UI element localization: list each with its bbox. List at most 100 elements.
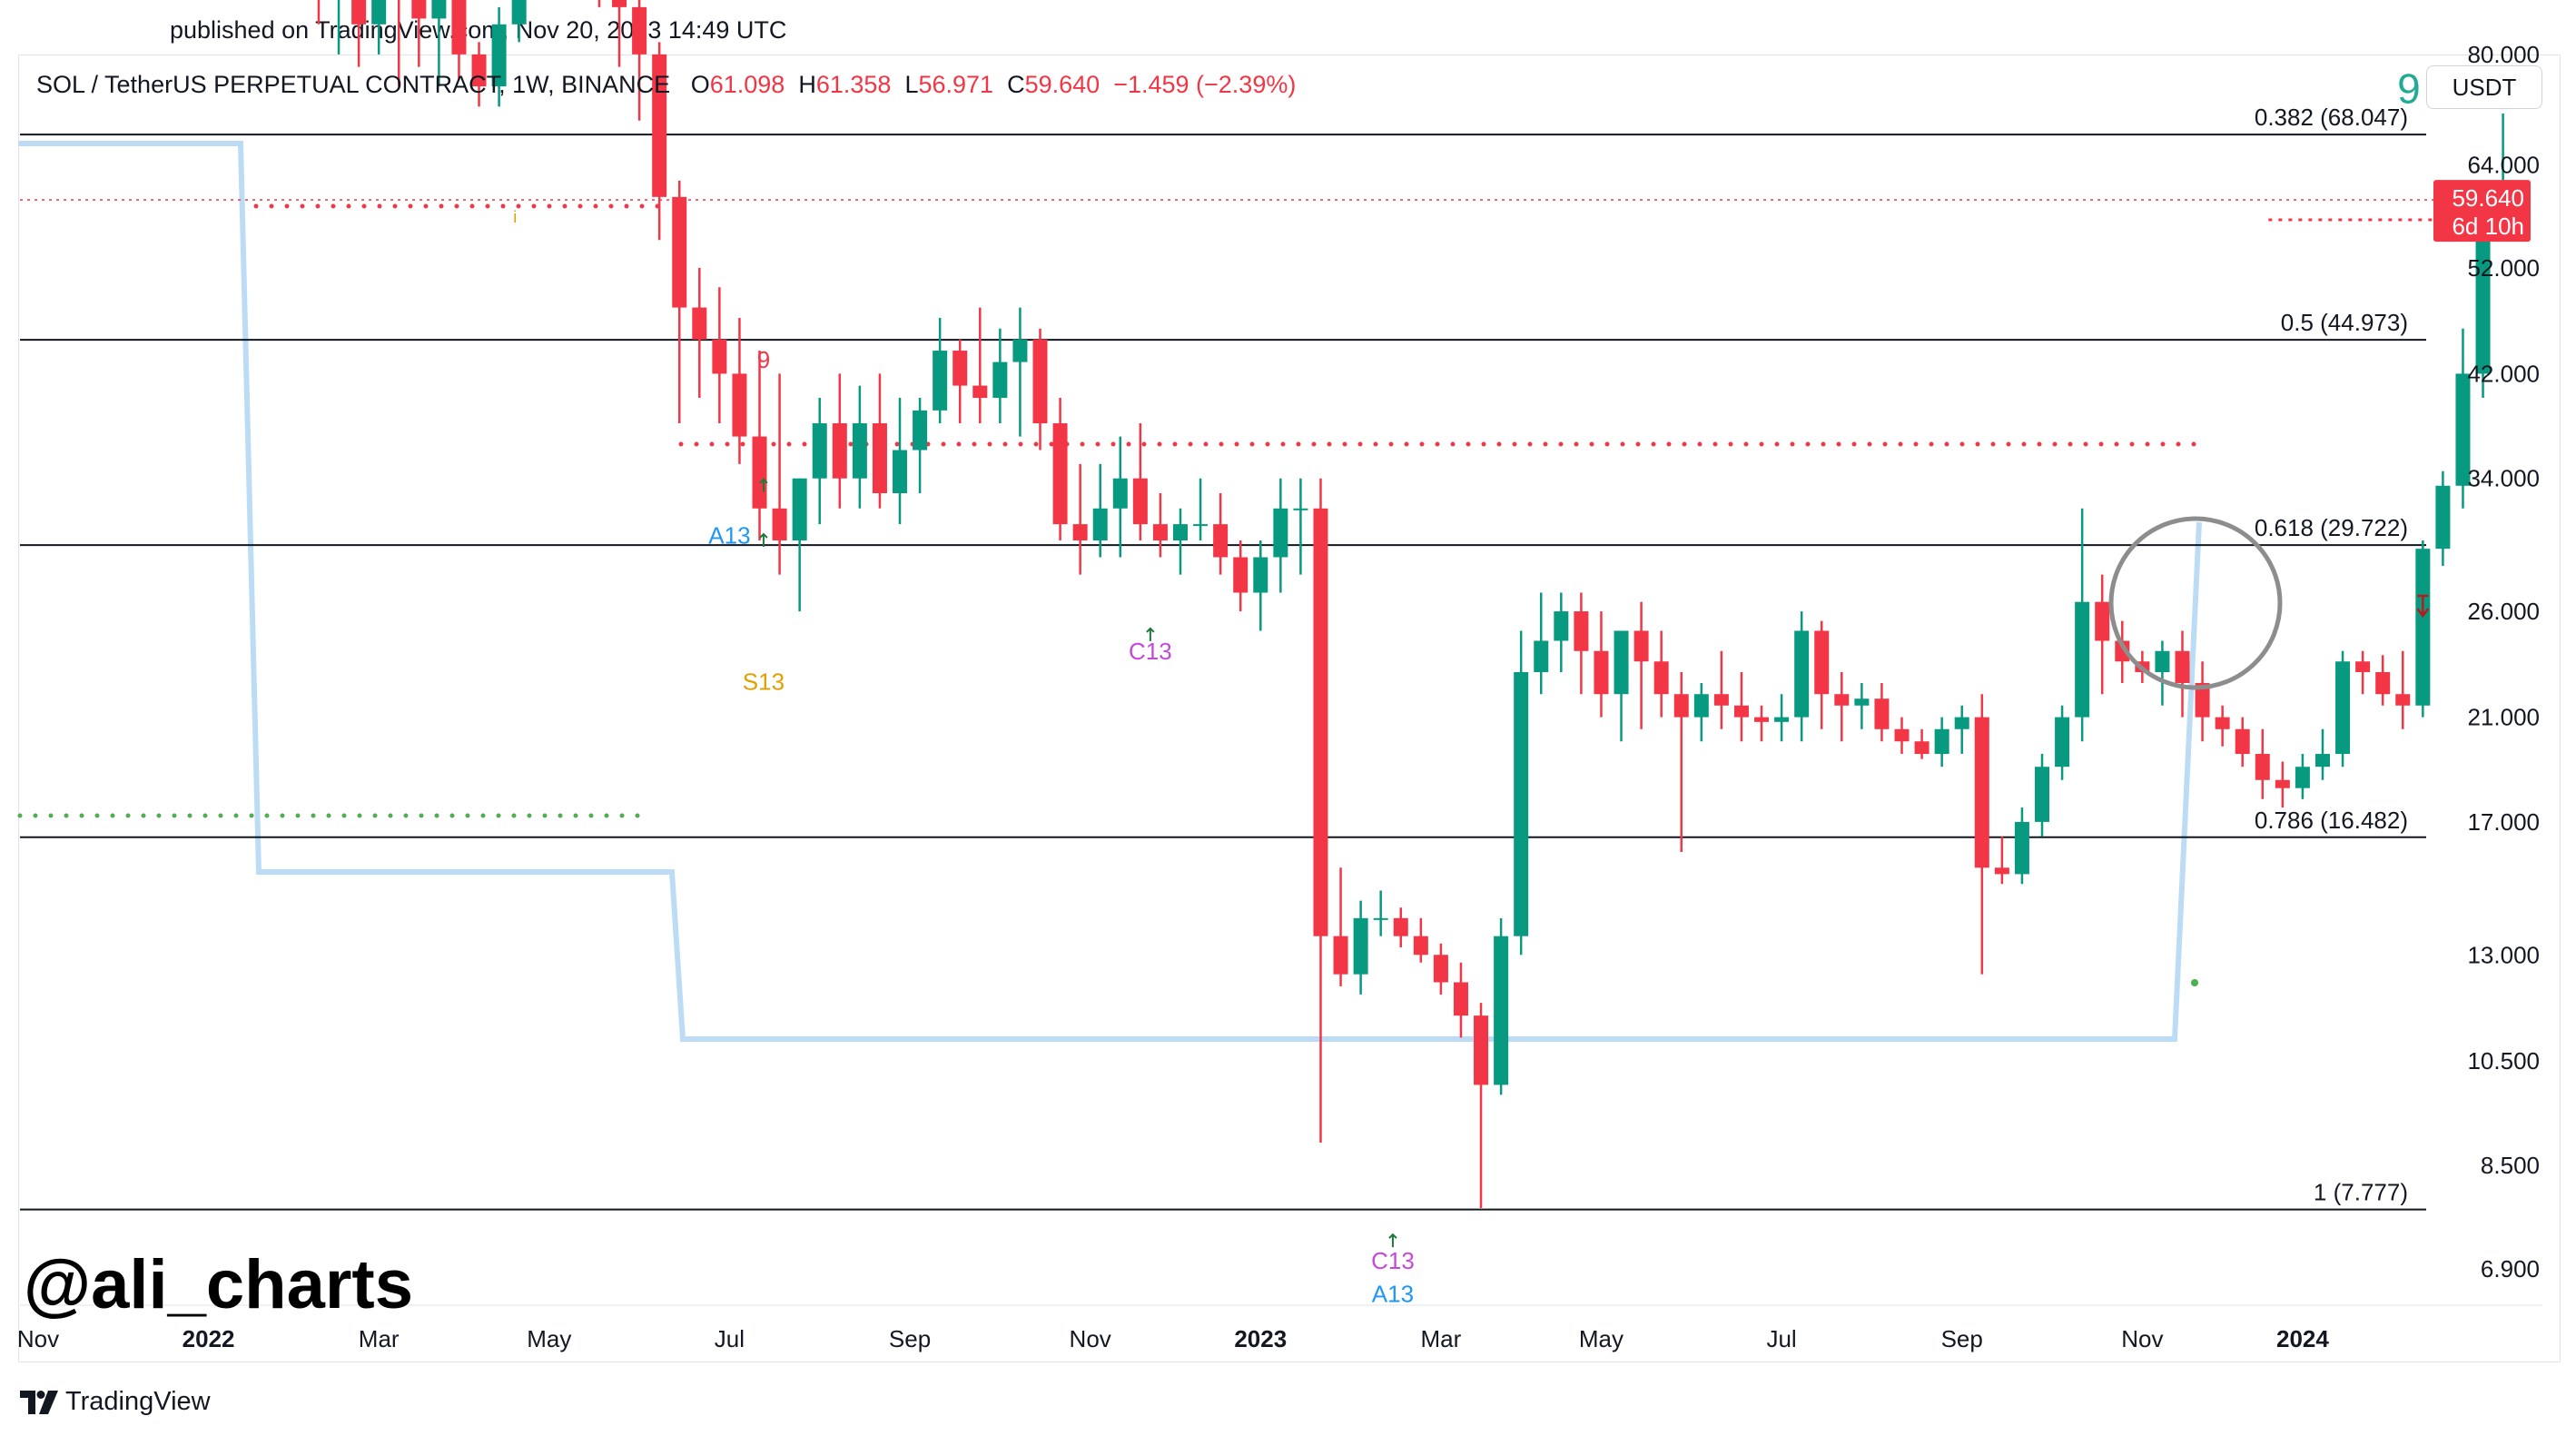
tradingview-footer[interactable]: TradingView <box>20 1387 211 1417</box>
candle-68 <box>1393 907 1408 947</box>
candle-58 <box>1193 478 1209 541</box>
candle-body-31 <box>652 54 667 197</box>
candle-body-74 <box>1514 671 1529 936</box>
candle-body-44 <box>913 410 928 451</box>
tradingview-brand: TradingView <box>65 1387 211 1416</box>
candle-body-73 <box>1494 936 1509 1085</box>
symbol-title: SOL / TetherUS PERPETUAL CONTRACT, 1W, B… <box>36 71 671 98</box>
candle-103 <box>2095 574 2110 695</box>
candle-119 <box>2415 540 2431 718</box>
candle-body-47 <box>972 385 988 399</box>
candle-41 <box>852 385 867 509</box>
candle-body-48 <box>992 361 1008 399</box>
x-tick-6: Nov <box>1070 1325 1111 1352</box>
candle-18 <box>398 0 400 87</box>
candle-110 <box>2235 717 2250 768</box>
y-tick-8: 52.000 <box>2467 254 2540 282</box>
candle-body-97 <box>1974 717 1989 868</box>
plot-area: 0 (260.064)0.236 (113.594)0.382 (68.047)… <box>17 0 2531 1308</box>
candle-117 <box>2375 655 2391 706</box>
candle-body-81 <box>1653 661 1669 695</box>
candle-46 <box>952 339 968 424</box>
candle-body-103 <box>2095 601 2110 641</box>
candle-body-45 <box>933 351 948 411</box>
x-tick-8: Mar <box>1421 1325 1462 1352</box>
candle-32 <box>672 180 687 424</box>
candle-body-108 <box>2195 682 2210 718</box>
td-arrow-3 <box>1146 627 1155 641</box>
td-arrow-4 <box>1388 1233 1397 1248</box>
fib-label-0.786: 0.786 (16.482) <box>2255 807 2408 834</box>
candle-31 <box>652 42 667 241</box>
candle-47 <box>972 307 988 424</box>
candle-body-24 <box>511 0 527 25</box>
candle-body-55 <box>1132 478 1148 525</box>
candle-body-52 <box>1072 524 1088 541</box>
candle-63 <box>1293 478 1308 575</box>
td-label-3: A13 <box>708 522 750 550</box>
y-tick-10: 34.000 <box>2467 465 2540 492</box>
candle-74 <box>1514 630 1529 956</box>
candle-body-99 <box>2014 821 2029 875</box>
candle-44 <box>913 398 928 494</box>
candle-body-68 <box>1393 917 1408 936</box>
candle-59 <box>1213 493 1229 575</box>
candle-body-113 <box>2295 767 2310 788</box>
candle-120 <box>2435 470 2451 566</box>
candle-104 <box>2115 620 2130 683</box>
candle-body-87 <box>1774 717 1790 722</box>
candle-95 <box>1934 717 1949 768</box>
candle-20 <box>431 0 447 87</box>
fib-label-0.382: 0.382 (68.047) <box>2255 104 2408 131</box>
y-tick-15: 10.500 <box>2467 1047 2540 1075</box>
candle-49 <box>1012 307 1028 437</box>
candle-45 <box>933 318 948 424</box>
candle-body-17 <box>371 0 387 25</box>
candle-71 <box>1453 962 1468 1038</box>
candle-body-75 <box>1534 640 1549 672</box>
candle-54 <box>1112 436 1128 558</box>
open-label: O <box>690 71 710 98</box>
price-axis: 320.000260.000200.000160.000130.000100.0… <box>2467 41 2540 1282</box>
candle-body-76 <box>1554 611 1569 641</box>
candle-body-16 <box>351 0 367 25</box>
candle-48 <box>992 328 1008 424</box>
candle-33 <box>692 267 707 399</box>
x-tick-9: May <box>1579 1325 1624 1352</box>
candle-56 <box>1152 493 1168 558</box>
candle-101 <box>2055 705 2070 780</box>
candle-body-53 <box>1092 508 1108 541</box>
currency-unit-button[interactable]: USDT <box>2426 65 2542 109</box>
candle-36 <box>752 351 767 541</box>
td-label-4: S13 <box>743 668 785 695</box>
chart-panel[interactable] <box>18 54 2561 1362</box>
candle-body-43 <box>893 450 908 494</box>
candle-body-72 <box>1474 1015 1489 1085</box>
candle-body-82 <box>1673 694 1689 718</box>
candle-body-119 <box>2415 549 2431 706</box>
td-label-2: 9 <box>2397 65 2421 113</box>
candle-39 <box>812 398 827 525</box>
candle-50 <box>1032 328 1048 451</box>
candle-body-117 <box>2375 671 2391 695</box>
candle-body-100 <box>2035 767 2049 822</box>
candle-94 <box>1914 728 1930 759</box>
candle-38 <box>792 478 807 612</box>
open-value: 61.098 <box>709 71 785 98</box>
candle-113 <box>2295 754 2310 799</box>
candle-body-63 <box>1293 508 1308 510</box>
candle-body-21 <box>451 0 467 54</box>
candle-87 <box>1774 694 1790 742</box>
td-label-1: 9 <box>757 346 770 373</box>
candle-83 <box>1693 682 1709 742</box>
close-value: 59.640 <box>1024 71 1100 98</box>
candle-67 <box>1373 890 1388 936</box>
candle-body-96 <box>1954 717 1969 729</box>
x-tick-13: 2024 <box>2276 1325 2329 1352</box>
candle-body-91 <box>1854 698 1870 706</box>
candle-102 <box>2075 508 2090 742</box>
candle-body-65 <box>1333 936 1348 975</box>
candle-85 <box>1733 671 1749 742</box>
candle-93 <box>1894 717 1910 755</box>
